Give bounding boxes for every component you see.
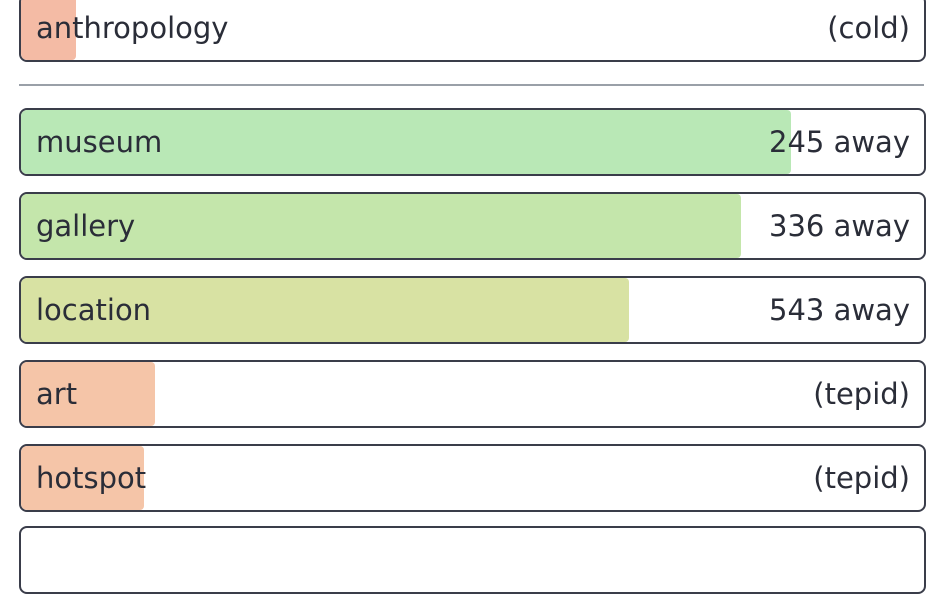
guess-word: anthropology — [36, 11, 229, 45]
guess-status: (cold) — [827, 11, 910, 45]
guess-row: location 543 away — [19, 276, 926, 344]
guess-row-partial — [19, 526, 926, 594]
guess-row: hotspot (tepid) — [19, 444, 926, 512]
proximity-fill — [21, 0, 76, 60]
guess-row: museum 245 away — [19, 108, 926, 176]
guess-row: gallery 336 away — [19, 192, 926, 260]
proximity-fill — [21, 194, 741, 258]
guess-status: 245 away — [769, 125, 910, 159]
screen: {"last_guess": {"word": "anthropology", … — [19, 0, 926, 594]
guess-status: 336 away — [769, 209, 910, 243]
proximity-fill — [21, 362, 155, 426]
guess-word: gallery — [36, 209, 136, 243]
last-guess-row: anthropology (cold) — [19, 0, 926, 62]
guess-word: museum — [36, 125, 163, 159]
guess-status: (tepid) — [813, 461, 910, 495]
guess-word: hotspot — [36, 461, 147, 495]
guess-word: art — [36, 377, 78, 411]
guess-row: art (tepid) — [19, 360, 926, 428]
guess-status: 543 away — [769, 293, 910, 327]
divider — [19, 84, 924, 86]
guess-word: location — [36, 293, 152, 327]
proximity-fill — [21, 446, 144, 510]
proximity-fill — [21, 110, 791, 174]
guess-status: (tepid) — [813, 377, 910, 411]
proximity-fill — [21, 278, 629, 342]
